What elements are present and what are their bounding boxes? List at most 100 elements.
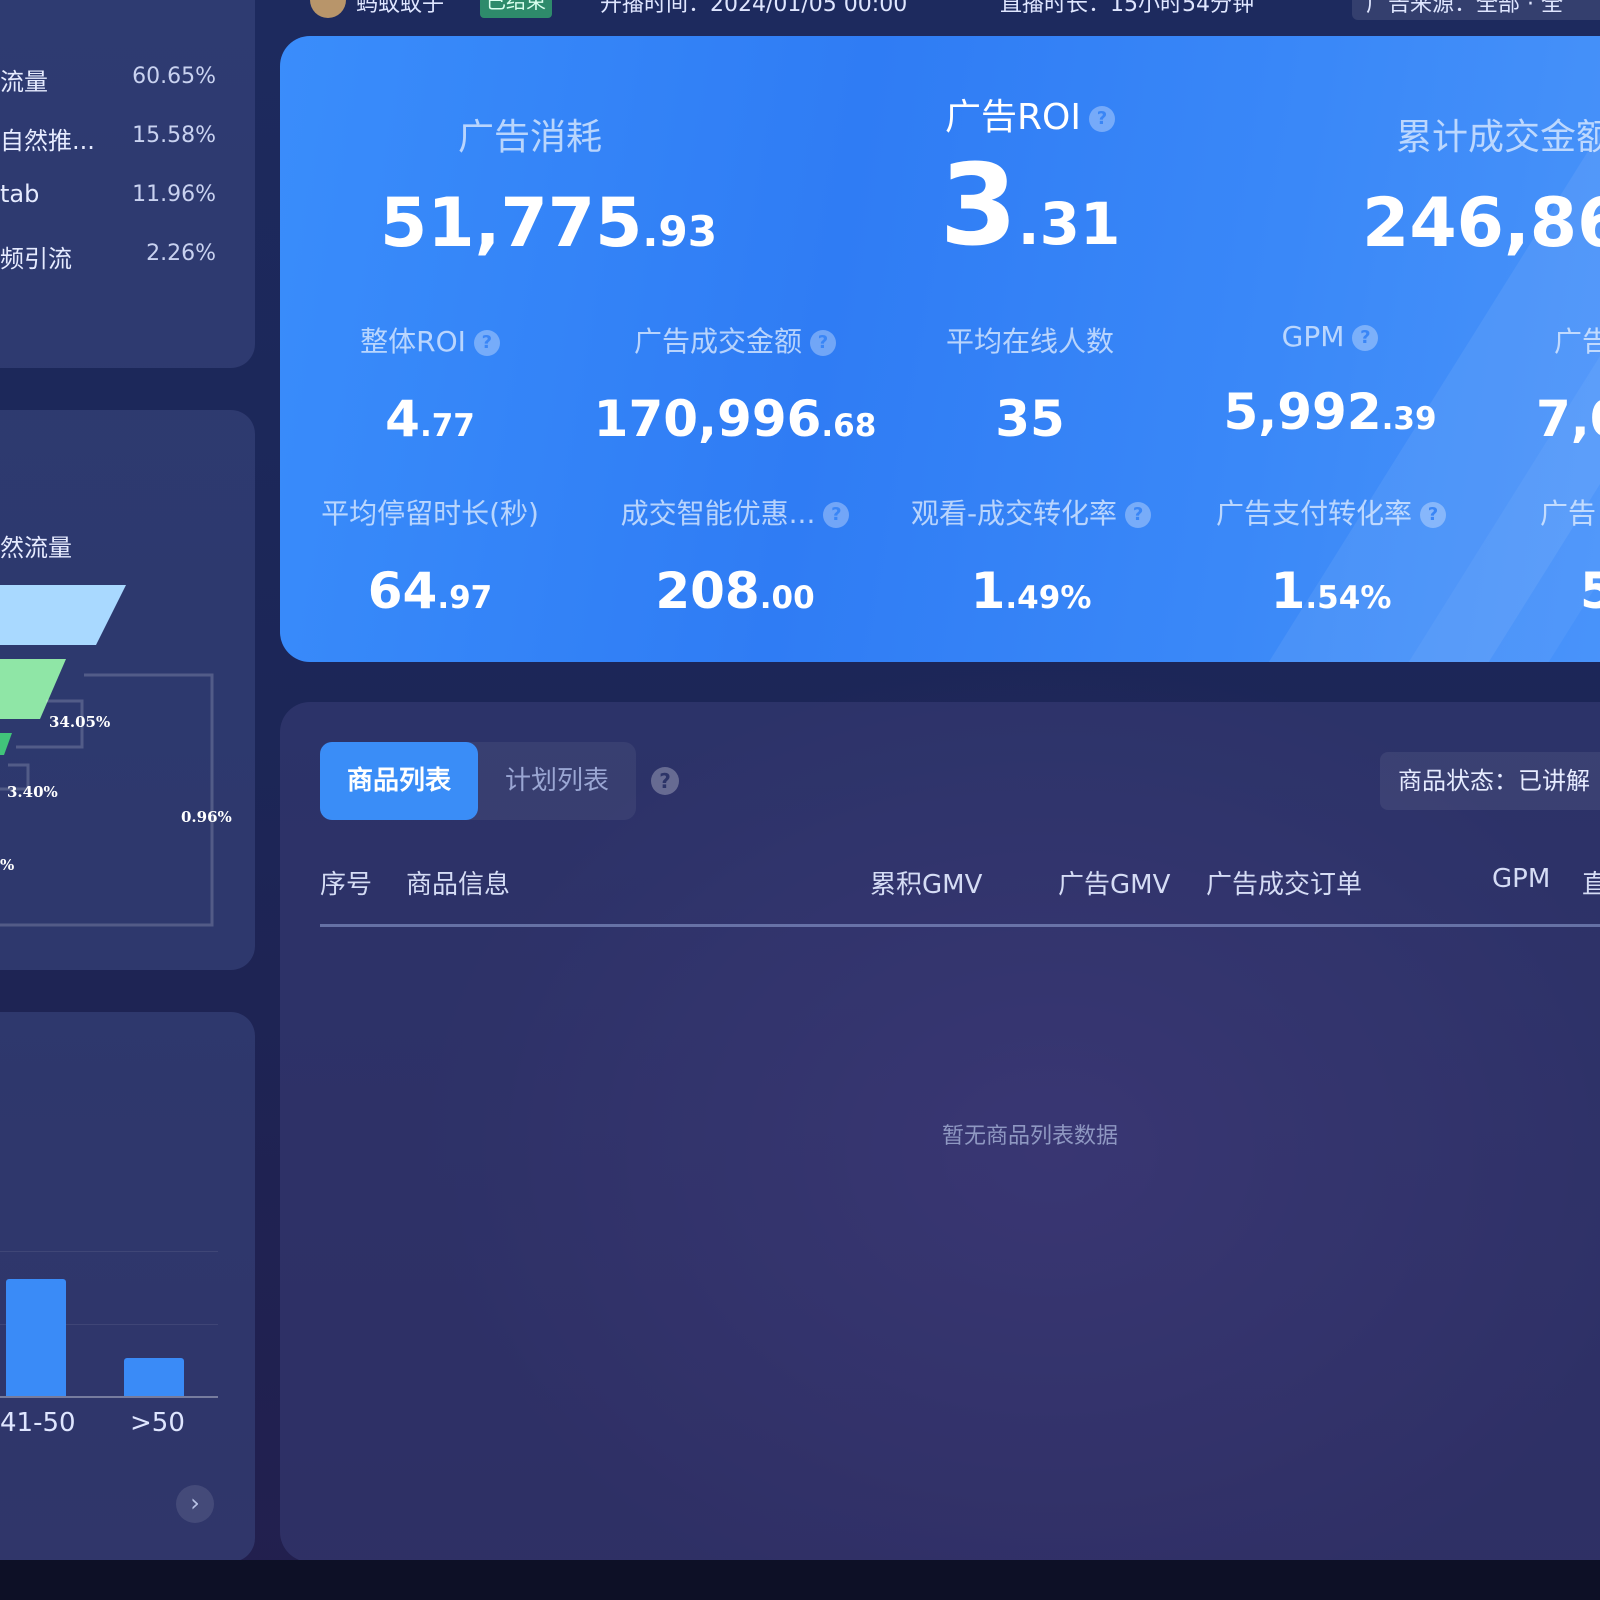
traffic-source-percent: 11.96% <box>132 182 216 207</box>
column-header-truncated[interactable]: 直 <box>1582 870 1600 900</box>
metric-value-int: 208 <box>655 562 760 620</box>
metric-value-int: 5 <box>1580 562 1600 620</box>
metric-value-dec: .97 <box>437 580 493 616</box>
metric-label: 累计成交金额 <box>1396 117 1600 158</box>
help-icon[interactable]: ? <box>473 330 500 356</box>
next-page-button[interactable]: › <box>176 1485 214 1523</box>
metric-ad-partial-2: 广告 5 <box>1536 492 1600 616</box>
column-header-gpm[interactable]: GPM <box>1492 864 1551 894</box>
grid-line <box>0 1251 218 1252</box>
column-header-cumulative-gmv[interactable]: 累积GMV <box>870 870 983 900</box>
traffic-source-row: tab 11.96% <box>0 176 250 216</box>
metric-ad-partial: 广告 7,0 <box>1536 320 1600 444</box>
x-tick-label: >50 <box>130 1408 185 1438</box>
metric-value-int: 5,992 <box>1223 383 1382 441</box>
metric-ad-roi: 广告ROI? 3.31 <box>880 88 1180 262</box>
metric-avg-stay: 平均停留时长(秒) 64.97 <box>300 492 560 616</box>
metric-label: 广告成交金额 <box>633 325 802 358</box>
help-icon[interactable]: ? <box>810 330 836 356</box>
traffic-source-name: tab <box>0 180 40 208</box>
metric-value-int: 7,0 <box>1536 390 1600 448</box>
traffic-source-percent: 60.65% <box>132 64 216 89</box>
metric-label: 平均在线人数 <box>945 325 1114 358</box>
help-icon[interactable]: ? <box>651 767 679 795</box>
traffic-source-name: 自然推... <box>0 127 95 155</box>
metric-value-int: 51,775 <box>380 184 643 263</box>
metric-value-dec: .54% <box>1305 580 1392 616</box>
help-icon[interactable]: ? <box>1352 325 1379 351</box>
avatar <box>310 0 346 18</box>
metric-ad-gmv: 广告成交金额? 170,996.68 <box>590 320 880 444</box>
metric-value-dec: .77 <box>419 408 475 444</box>
metric-value-int: 64 <box>367 562 438 620</box>
start-time: 开播时间：2024/01/05 00:00 <box>600 0 908 17</box>
metric-value-dec: .39 <box>1381 401 1437 437</box>
metric-label: 平均停留时长(秒) <box>321 497 539 530</box>
metric-value-int: 35 <box>995 390 1065 448</box>
help-icon[interactable]: ? <box>1125 502 1152 528</box>
bar-41-50[interactable] <box>6 1279 66 1396</box>
grid-line <box>0 1324 218 1325</box>
product-status-select[interactable]: 商品状态：已讲解 <box>1380 752 1600 810</box>
ad-metrics-card <box>280 36 1600 662</box>
metric-label: 观看-成交转化率 <box>910 497 1118 530</box>
metric-label: 整体ROI <box>360 325 466 358</box>
metric-value-dec: .00 <box>759 580 815 616</box>
table-header-divider <box>320 924 1600 927</box>
x-axis <box>0 1396 218 1398</box>
column-header-ad-orders[interactable]: 广告成交订单 <box>1206 870 1363 900</box>
metric-label: 广告消耗 <box>457 117 602 158</box>
metric-overall-roi: 整体ROI? 4.77 <box>310 320 550 444</box>
metric-smart-discount: 成交智能优惠...? 208.00 <box>600 492 870 616</box>
traffic-source-row: 流量 60.65% <box>0 58 250 98</box>
metric-value-int: 1 <box>970 562 1006 620</box>
traffic-source-row: 频引流 2.26% <box>0 235 250 275</box>
live-session-header: 蚂蚁蚁子 已结束 开播时间：2024/01/05 00:00 直播时长：15小时… <box>0 0 1600 20</box>
bar->50[interactable] <box>124 1358 184 1396</box>
traffic-source-name: 频引流 <box>0 245 72 273</box>
metric-value-dec: .93 <box>642 207 718 256</box>
metric-view-conversion: 观看-成交转化率? 1.49% <box>886 492 1176 616</box>
column-header-ad-gmv[interactable]: 广告GMV <box>1058 870 1171 900</box>
metric-label: 成交智能优惠... <box>620 497 816 530</box>
status-badge: 已结束 <box>480 0 552 18</box>
ad-source-filter[interactable]: 广告来源：全部 · 全 <box>1352 0 1600 20</box>
funnel-connector <box>0 763 30 791</box>
age-bar-chart <box>0 1240 230 1410</box>
product-list-panel <box>280 702 1600 1562</box>
funnel-connector <box>16 699 84 749</box>
funnel-stage <box>0 659 66 719</box>
empty-state-text: 暂无商品列表数据 <box>941 1124 1118 1149</box>
metric-value-dec: .49% <box>1005 580 1092 616</box>
traffic-source-percent: 15.58% <box>132 123 216 148</box>
metric-value-int: 3 <box>939 141 1018 271</box>
metric-avg-online: 平均在线人数 35 <box>900 320 1160 444</box>
funnel-title: 然流量 <box>0 534 72 562</box>
x-tick-label: 41-50 <box>0 1408 76 1438</box>
funnel-rate-label: 34.05% <box>49 713 111 731</box>
metric-label: GPM <box>1281 320 1345 353</box>
metric-label: 广告ROI <box>945 97 1081 138</box>
bottom-bar <box>0 1560 1600 1600</box>
metric-label: 广告 <box>1540 497 1597 530</box>
traffic-source-row: 自然推... 15.58% <box>0 117 250 157</box>
metric-ad-spend: 广告消耗 51,775.93 <box>380 108 717 258</box>
help-icon[interactable]: ? <box>1420 502 1446 528</box>
funnel-rate-label: 0.96% <box>181 808 232 826</box>
metric-cumulative-gmv: 累计成交金额 246,86 <box>1362 108 1600 258</box>
funnel-stage <box>0 733 12 755</box>
help-icon[interactable]: ? <box>1088 106 1115 132</box>
tab-product-list[interactable]: 商品列表 <box>320 742 478 820</box>
conversion-funnel-chart <box>0 585 214 927</box>
help-icon[interactable]: ? <box>823 502 850 528</box>
funnel-stage <box>0 585 126 645</box>
metric-ad-pay-conversion: 广告支付转化率? 1.54% <box>1186 492 1476 616</box>
metric-value-dec: .68 <box>821 408 877 444</box>
metric-value-int: 170,996 <box>593 390 822 448</box>
tab-plan-list[interactable]: 计划列表 <box>504 766 609 796</box>
metric-gpm: GPM? 5,992.39 <box>1200 320 1460 437</box>
metric-value-int: 246,86 <box>1362 184 1600 263</box>
metric-value-dec: .31 <box>1017 190 1121 258</box>
funnel-connector <box>0 673 214 927</box>
funnel-rate-label: % <box>0 856 15 874</box>
